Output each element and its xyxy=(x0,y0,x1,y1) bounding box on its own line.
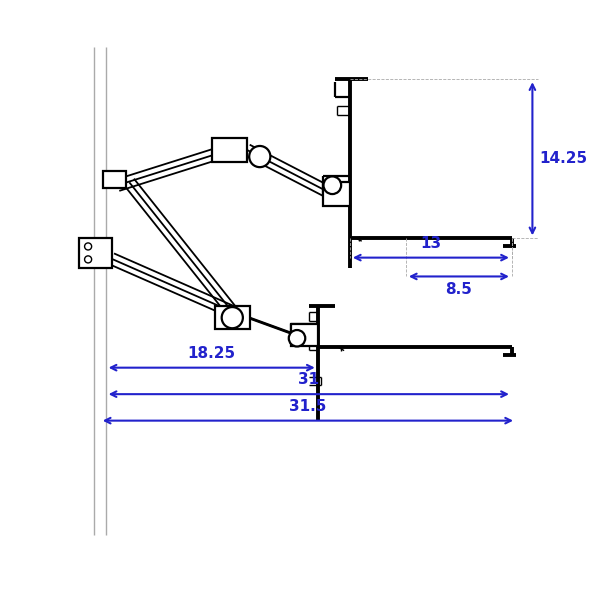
Circle shape xyxy=(221,307,243,328)
Circle shape xyxy=(85,243,92,250)
Bar xyxy=(103,170,127,188)
Bar xyxy=(323,182,350,206)
Circle shape xyxy=(323,176,341,194)
Text: 31.5: 31.5 xyxy=(289,398,326,413)
Text: 14.25: 14.25 xyxy=(539,151,587,166)
Bar xyxy=(291,323,317,346)
Circle shape xyxy=(289,330,305,346)
Bar xyxy=(212,138,247,162)
Text: 8.5: 8.5 xyxy=(445,283,472,298)
Text: 13: 13 xyxy=(421,236,442,251)
Text: 18.25: 18.25 xyxy=(188,346,236,361)
Bar xyxy=(79,238,112,268)
Text: 31: 31 xyxy=(298,372,319,387)
Circle shape xyxy=(249,146,271,167)
Bar xyxy=(215,306,250,329)
Circle shape xyxy=(85,256,92,263)
